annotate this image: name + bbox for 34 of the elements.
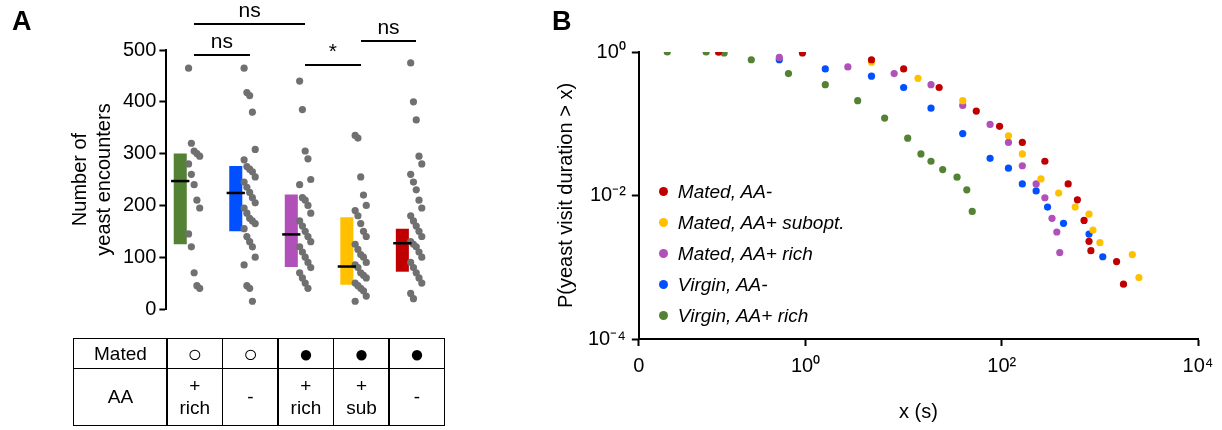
- y-axis-title: P(yeast visit duration > x): [553, 82, 576, 309]
- y-tick-label: 100: [122, 244, 157, 267]
- text: ns: [238, 0, 261, 22]
- y-tick-label: 10⁻²: [589, 183, 627, 206]
- x-tick-label: 10²: [987, 353, 1017, 376]
- text: AA: [73, 367, 168, 426]
- x-tick-label: ● + rich: [289, 338, 323, 420]
- legend-label: Virgin, AA-: [677, 273, 768, 296]
- y-tick-label: 400: [122, 89, 157, 112]
- x-tick-label: 10⁴: [1182, 353, 1214, 376]
- x-tick-label: ● + sub: [345, 338, 378, 420]
- annotation: ns: [210, 29, 233, 53]
- x-axis-title: x (s): [898, 399, 938, 422]
- y-tick-label: 10⁰: [596, 39, 626, 62]
- chart-title: A: [12, 6, 32, 37]
- text: ns: [377, 15, 400, 39]
- y-tick-label: 0: [145, 296, 157, 319]
- y-tick-label: 200: [122, 192, 157, 215]
- x-tick-label: 0: [633, 353, 645, 376]
- chart-title: B: [552, 6, 572, 37]
- y-tick-label: 500: [122, 37, 157, 60]
- legend-label: Mated, AA+ subopt.: [677, 211, 845, 234]
- x-tick-label: ○ -: [242, 338, 259, 409]
- legend-label: Virgin, AA+ rich: [677, 304, 809, 327]
- x-tick-label: ○ + rich: [178, 338, 212, 420]
- text: Mated: [73, 338, 168, 369]
- legend-label: Mated, AA+ rich: [677, 242, 813, 265]
- annotation: *: [328, 39, 338, 63]
- y-tick-label: 10⁻⁴: [588, 326, 626, 349]
- x-tick-label: ● -: [408, 338, 426, 409]
- x-tick-label: 10⁰: [790, 353, 821, 376]
- y-tick-label: 300: [122, 141, 157, 164]
- y-axis-title: Number of yeast encounters: [67, 103, 114, 256]
- legend-label: Mated, AA-: [677, 180, 773, 203]
